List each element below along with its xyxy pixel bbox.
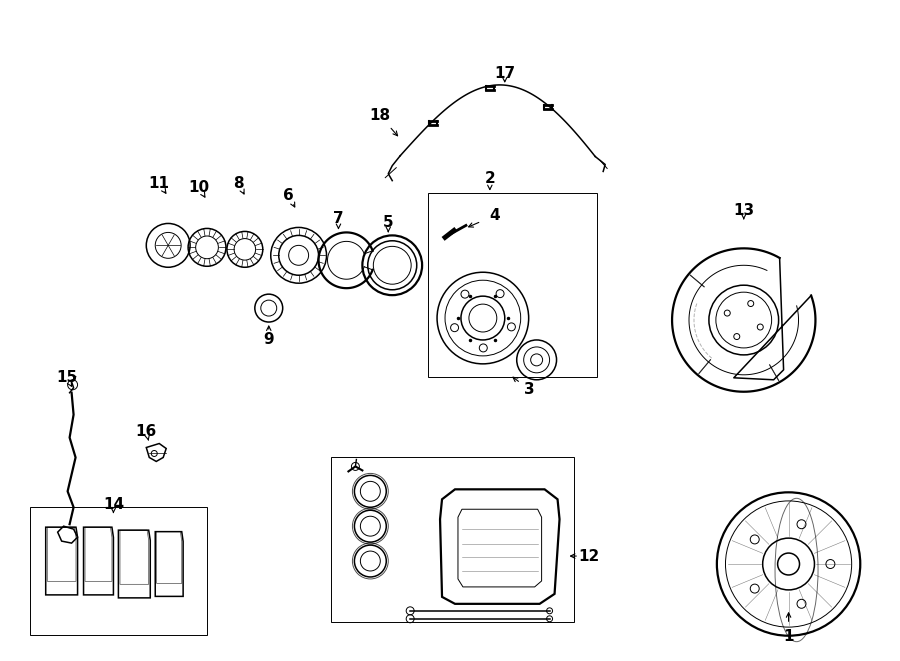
Text: 8: 8 bbox=[234, 176, 244, 191]
Text: 15: 15 bbox=[56, 370, 77, 385]
Bar bbox=[30, 507, 207, 635]
Text: 2: 2 bbox=[484, 171, 495, 186]
Bar bbox=[330, 457, 574, 622]
Text: 1: 1 bbox=[783, 629, 794, 644]
Text: 12: 12 bbox=[579, 549, 600, 564]
Text: 5: 5 bbox=[382, 215, 393, 230]
Text: 7: 7 bbox=[333, 211, 344, 226]
Text: 6: 6 bbox=[284, 188, 294, 203]
Text: 18: 18 bbox=[370, 108, 391, 124]
Text: 11: 11 bbox=[148, 176, 170, 191]
Text: 9: 9 bbox=[264, 332, 274, 348]
Text: 14: 14 bbox=[103, 497, 124, 512]
Text: 17: 17 bbox=[494, 65, 516, 81]
Bar bbox=[428, 192, 598, 377]
Text: 4: 4 bbox=[490, 208, 500, 223]
Text: 3: 3 bbox=[525, 382, 535, 397]
Text: 13: 13 bbox=[734, 203, 754, 218]
Text: 16: 16 bbox=[136, 424, 157, 439]
Text: 10: 10 bbox=[188, 180, 210, 195]
